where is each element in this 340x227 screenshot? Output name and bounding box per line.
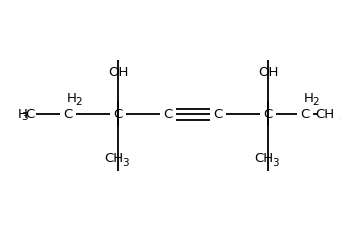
Text: 3: 3 (338, 113, 340, 123)
Text: CH: CH (254, 153, 274, 165)
Text: H: H (67, 91, 77, 104)
Text: OH: OH (108, 66, 128, 79)
Text: 3: 3 (122, 158, 128, 168)
Text: H: H (18, 108, 28, 121)
Text: 2: 2 (312, 97, 319, 107)
Text: 2: 2 (75, 97, 82, 107)
Text: 3: 3 (21, 113, 28, 123)
Text: C: C (300, 108, 310, 121)
Text: H: H (304, 91, 314, 104)
Text: C: C (264, 108, 273, 121)
Text: 3: 3 (272, 158, 278, 168)
Text: C: C (214, 108, 223, 121)
Text: C: C (63, 108, 73, 121)
Text: C: C (26, 108, 35, 121)
Text: C: C (164, 108, 173, 121)
Text: CH: CH (315, 108, 334, 121)
Text: OH: OH (258, 66, 278, 79)
Text: CH: CH (104, 153, 123, 165)
Text: C: C (113, 108, 123, 121)
